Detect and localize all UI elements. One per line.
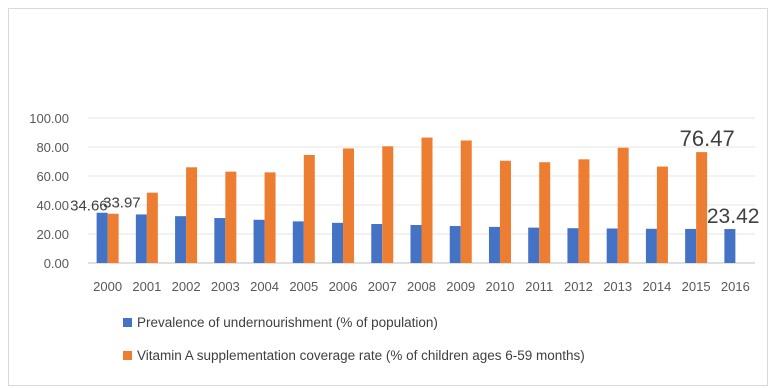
data-label: 33.97 [103, 195, 141, 212]
x-tick-label: 2009 [446, 279, 475, 294]
bar-vitamin-a [146, 192, 158, 263]
bar-undernourishment [96, 212, 108, 263]
x-tick-label: 2005 [289, 279, 318, 294]
legend-swatch-vitamin-a [123, 351, 132, 360]
bar-undernourishment [567, 228, 579, 263]
bar-vitamin-a [186, 167, 198, 263]
bar-undernourishment [410, 225, 422, 263]
bar-undernourishment [606, 228, 618, 263]
bar-vitamin-a [656, 166, 668, 263]
legend-label: Vitamin A supplementation coverage rate … [137, 348, 585, 363]
bar-vitamin-a [225, 171, 237, 263]
x-tick-label: 2015 [682, 279, 711, 294]
bars [96, 137, 736, 263]
bar-undernourishment [528, 227, 540, 263]
bar-vitamin-a [499, 160, 511, 263]
bar-vitamin-a [264, 172, 276, 263]
x-tick-label: 2002 [172, 279, 201, 294]
x-tick-label: 2014 [642, 279, 671, 294]
bar-undernourishment [135, 214, 147, 263]
x-tick-label: 2001 [132, 279, 161, 294]
bar-vitamin-a [343, 148, 355, 263]
bar-undernourishment [449, 226, 461, 263]
bar-undernourishment [685, 228, 697, 263]
bar-undernourishment [253, 219, 265, 263]
data-label: 23.42 [707, 205, 760, 228]
bar-undernourishment [724, 229, 736, 263]
x-axis-ticks: 2000 2001 2002 2003 2004 2005 2006 2007 2008 2009… [93, 279, 750, 294]
bar-undernourishment [292, 221, 304, 263]
y-tick-label: 0.00 [44, 256, 69, 271]
y-tick-label: 20.00 [36, 227, 69, 242]
x-tick-label: 2010 [486, 279, 515, 294]
bar-undernourishment [488, 226, 500, 263]
legend-swatch-undernourishment [123, 318, 132, 327]
bar-vitamin-a [107, 213, 119, 263]
bar-vitamin-a [460, 140, 472, 263]
y-axis-ticks: 0.00 20.00 40.00 60.00 80.00 100.00 [29, 111, 69, 271]
bar-undernourishment [371, 223, 383, 263]
x-tick-label: 2007 [368, 279, 397, 294]
y-tick-label: 40.00 [36, 198, 69, 213]
bar-vitamin-a [578, 159, 590, 263]
x-tick-label: 2004 [250, 279, 279, 294]
data-label: 76.47 [680, 126, 735, 151]
data-label: 34.66 [70, 198, 108, 215]
legend: Prevalence of undernourishment (% of pop… [123, 315, 585, 363]
x-tick-label: 2012 [564, 279, 593, 294]
bar-vitamin-a [696, 152, 708, 263]
bar-undernourishment [175, 216, 187, 263]
bar-undernourishment [645, 228, 657, 263]
y-tick-label: 100.00 [29, 111, 69, 126]
y-tick-label: 60.00 [36, 169, 69, 184]
x-tick-label: 2003 [211, 279, 240, 294]
y-tick-label: 80.00 [36, 140, 69, 155]
x-tick-label: 2006 [329, 279, 358, 294]
x-tick-label: 2008 [407, 279, 436, 294]
bar-undernourishment [332, 222, 344, 263]
bar-vitamin-a [539, 162, 551, 263]
x-tick-label: 2000 [93, 279, 122, 294]
x-tick-label: 2016 [721, 279, 750, 294]
bar-vitamin-a [303, 154, 315, 263]
bar-vitamin-a [617, 147, 629, 263]
legend-label: Prevalence of undernourishment (% of pop… [137, 315, 438, 330]
x-tick-label: 2011 [525, 279, 553, 294]
bar-vitamin-a [382, 146, 394, 263]
bar-vitamin-a [421, 137, 433, 263]
bar-undernourishment [214, 218, 226, 263]
x-tick-label: 2013 [603, 279, 632, 294]
